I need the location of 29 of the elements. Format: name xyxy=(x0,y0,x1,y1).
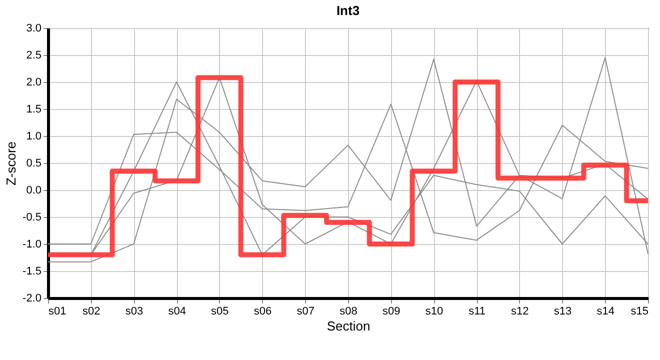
x-axis-title: Section xyxy=(326,318,370,334)
x-tick-label: s05 xyxy=(211,306,229,318)
x-tick-label: s15 xyxy=(630,306,648,318)
y-tick-label: 3.0 xyxy=(26,22,42,34)
x-tick-label: s11 xyxy=(468,306,486,318)
x-tick-label: s02 xyxy=(82,306,100,318)
x-tick-label: s13 xyxy=(554,306,572,318)
x-tick-label: s03 xyxy=(125,306,144,318)
y-tick-label: 0.0 xyxy=(26,184,42,196)
x-tick-label: s01 xyxy=(48,306,66,318)
y-tick-label: 2.5 xyxy=(26,50,42,62)
y-tick-label: 1.0 xyxy=(26,130,42,142)
chart-title: Int3 xyxy=(336,3,360,18)
y-tick-label: 0.5 xyxy=(26,158,42,170)
x-tick-label: s04 xyxy=(168,306,186,318)
x-tick-label: s09 xyxy=(382,306,400,318)
x-tick-label: s14 xyxy=(596,306,615,318)
x-tick-label: s07 xyxy=(296,306,315,318)
x-tick-label: s06 xyxy=(254,306,272,318)
y-tick-label: -1.5 xyxy=(22,266,42,278)
y-tick-label: -2.0 xyxy=(22,292,42,304)
x-tick-label: s08 xyxy=(340,306,358,318)
y-tick-label: -1.0 xyxy=(22,238,42,250)
x-tick-label: s10 xyxy=(425,306,444,318)
y-tick-label: 1.5 xyxy=(26,104,42,116)
y-tick-label: 2.0 xyxy=(26,76,42,88)
y-axis-title: Z-score xyxy=(4,141,19,186)
x-tick-label: s12 xyxy=(511,306,529,318)
y-tick-label: -0.5 xyxy=(22,212,42,224)
